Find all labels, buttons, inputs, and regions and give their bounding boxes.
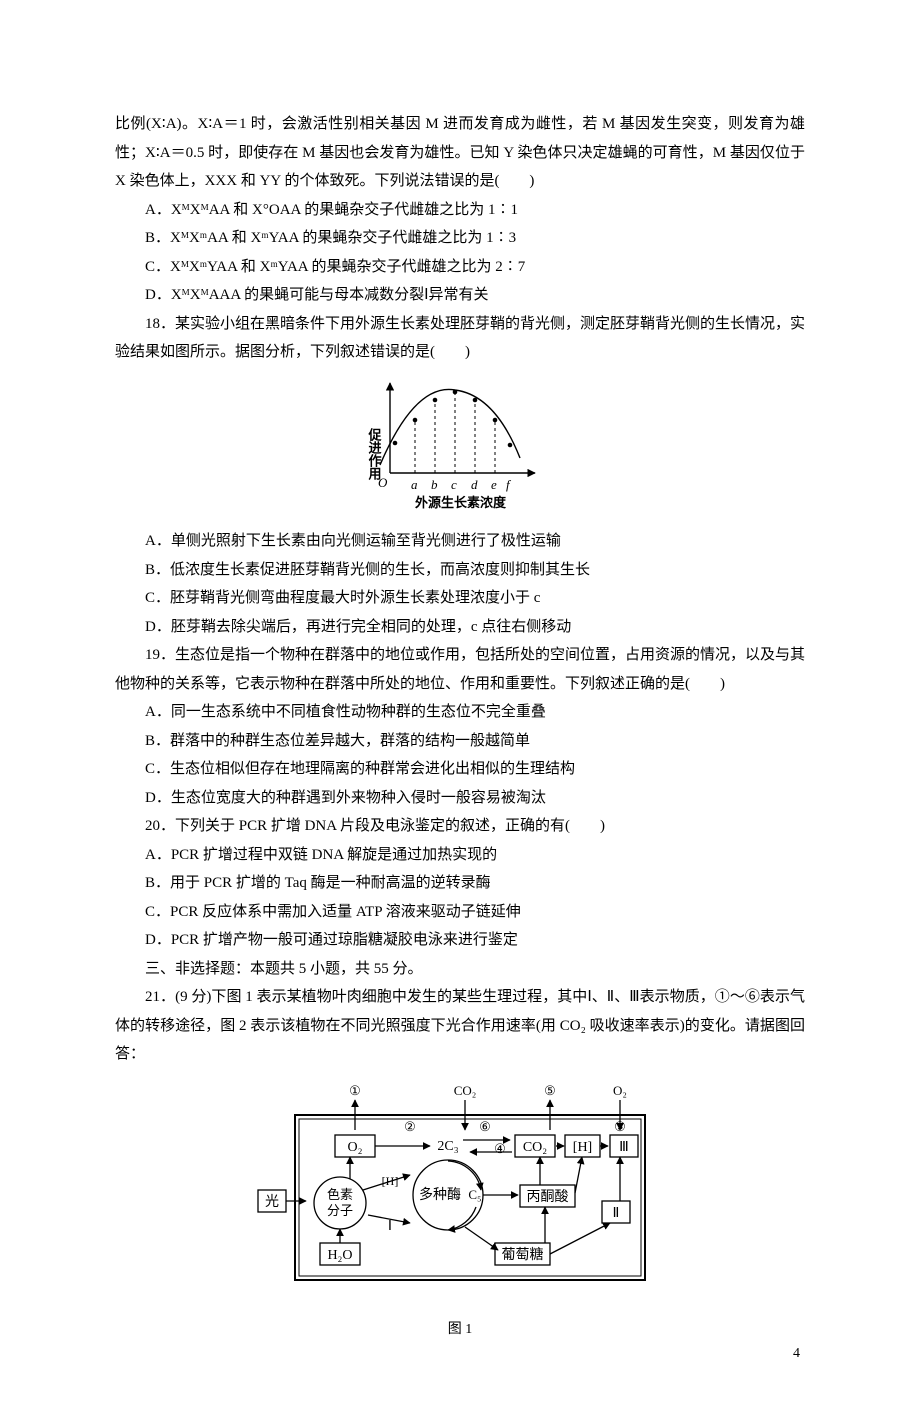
q17-opt-a: A．XᴹXᴹAA 和 X°OAA 的果蝇杂交子代雌雄之比为 1∶1	[115, 196, 805, 225]
q20-stem: 20．下列关于 PCR 扩增 DNA 片段及电泳鉴定的叙述，正确的有( )	[115, 812, 805, 841]
q21-stem: 21．(9 分)下图 1 表示某植物叶肉细胞中发生的某些生理过程，其中Ⅰ、Ⅱ、Ⅲ…	[115, 983, 805, 1069]
svg-text:d: d	[471, 477, 478, 492]
svg-text:CO₂: CO₂	[454, 1083, 477, 1098]
q21-caption: 图 1	[115, 1317, 805, 1344]
q18-opt-a: A．单侧光照射下生长素由向光侧运输至背光侧进行了极性运输	[115, 527, 805, 556]
svg-text:H₂O: H₂O	[327, 1248, 352, 1263]
svg-text:丙酮酸: 丙酮酸	[527, 1189, 569, 1205]
svg-text:C₅: C₅	[468, 1187, 481, 1202]
q18-opt-d: D．胚芽鞘去除尖端后，再进行完全相同的处理，c 点往右侧移动	[115, 613, 805, 642]
svg-text:多种酶: 多种酶	[419, 1186, 461, 1203]
svg-text:O₂: O₂	[348, 1140, 363, 1155]
svg-text:②: ②	[404, 1119, 416, 1134]
svg-text:CO₂: CO₂	[523, 1140, 547, 1155]
svg-text:f: f	[506, 477, 512, 492]
svg-text:①: ①	[349, 1083, 361, 1098]
q17-opt-d: D．XᴹXᴹAAA 的果蝇可能与母本减数分裂Ⅰ异常有关	[115, 281, 805, 310]
q19-opt-a: A．同一生态系统中不同植食性动物种群的生态位不完全重叠	[115, 698, 805, 727]
q18-opt-c: C．胚芽鞘背光侧弯曲程度最大时外源生长素处理浓度小于 c	[115, 584, 805, 613]
svg-text:光: 光	[265, 1194, 279, 1210]
q20-opt-b: B．用于 PCR 扩增的 Taq 酶是一种耐高温的逆转录酶	[115, 869, 805, 898]
svg-text:a: a	[411, 477, 418, 492]
q17-opt-c: C．XᴹXᵐYAA 和 XᵐYAA 的果蝇杂交子代雌雄之比为 2∶7	[115, 253, 805, 282]
q20-opt-c: C．PCR 反应体系中需加入适量 ATP 溶液来驱动子链延伸	[115, 898, 805, 927]
svg-text:2C₃: 2C₃	[437, 1139, 458, 1154]
svg-text:c: c	[451, 477, 457, 492]
q18-opt-b: B．低浓度生长素促进胚芽鞘背光侧的生长，而高浓度则抑制其生长	[115, 556, 805, 585]
svg-text:O₂: O₂	[613, 1083, 627, 1098]
svg-text:⑥: ⑥	[479, 1119, 491, 1134]
q18-stem: 18．某实验小组在黑暗条件下用外源生长素处理胚芽鞘的背光侧，测定胚芽鞘背光侧的生…	[115, 310, 805, 367]
svg-text:Ⅰ: Ⅰ	[388, 1219, 392, 1234]
svg-text:④: ④	[494, 1141, 506, 1156]
q19-opt-d: D．生态位宽度大的种群遇到外来物种入侵时一般容易被淘汰	[115, 784, 805, 813]
q17-opt-b: B．XᴹXᵐAA 和 XᵐYAA 的果蝇杂交子代雌雄之比为 1∶3	[115, 224, 805, 253]
svg-text:葡萄糖: 葡萄糖	[502, 1247, 544, 1263]
section3-heading: 三、非选择题：本题共 5 小题，共 55 分。	[115, 955, 805, 984]
q21-diagram: ①CO₂⑤O₂O₂2C₃CO₂[H]Ⅲ②⑥④③光色素分子[H]多种酶C₅H₂OⅠ…	[115, 1075, 805, 1344]
q19-opt-b: B．群落中的种群生态位差异越大，群落的结构一般越简单	[115, 727, 805, 756]
svg-text:[H]: [H]	[573, 1140, 592, 1155]
svg-text:b: b	[431, 477, 438, 492]
q18-chart: 促进作用Oabcdef 外源生长素浓度	[115, 373, 805, 524]
svg-text:分子: 分子	[327, 1203, 353, 1218]
page-number: 4	[793, 1341, 800, 1368]
svg-text:e: e	[491, 477, 497, 492]
svg-text:色素: 色素	[327, 1187, 353, 1202]
q19-opt-c: C．生态位相似但存在地理隔离的种群常会进化出相似的生理结构	[115, 755, 805, 784]
svg-text:O: O	[378, 475, 388, 490]
svg-text:促进作用: 促进作用	[367, 427, 383, 481]
q19-stem: 19．生态位是指一个物种在群落中的地位或作用，包括所处的空间位置，占用资源的情况…	[115, 641, 805, 698]
svg-text:Ⅱ: Ⅱ	[613, 1206, 620, 1221]
q20-opt-d: D．PCR 扩增产物一般可通过琼脂糖凝胶电泳来进行鉴定	[115, 926, 805, 955]
svg-text:外源生长素浓度: 外源生长素浓度	[414, 495, 507, 510]
svg-text:③: ③	[614, 1119, 626, 1134]
q20-opt-a: A．PCR 扩增过程中双链 DNA 解旋是通过加热实现的	[115, 841, 805, 870]
svg-text:Ⅲ: Ⅲ	[619, 1140, 629, 1155]
svg-text:⑤: ⑤	[544, 1083, 556, 1098]
q17-intro: 比例(X∶A)。X∶A＝1 时，会激活性别相关基因 M 进而发育成为雌性，若 M…	[115, 110, 805, 196]
